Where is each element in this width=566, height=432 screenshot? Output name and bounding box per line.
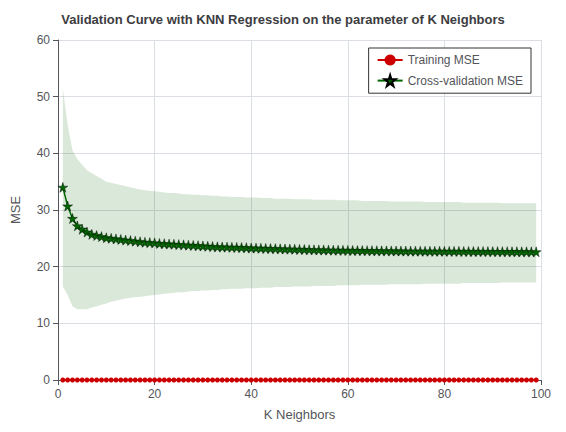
svg-text:30: 30 [37, 203, 51, 217]
svg-text:10: 10 [37, 316, 51, 330]
svg-text:20: 20 [37, 260, 51, 274]
svg-text:Training MSE: Training MSE [408, 53, 480, 67]
svg-text:50: 50 [37, 90, 51, 104]
svg-text:0: 0 [55, 387, 62, 401]
svg-text:60: 60 [341, 387, 355, 401]
svg-text:80: 80 [438, 387, 452, 401]
svg-text:K Neighbors: K Neighbors [264, 407, 336, 422]
svg-text:20: 20 [148, 387, 162, 401]
svg-text:60: 60 [37, 33, 51, 47]
svg-text:40: 40 [245, 387, 259, 401]
svg-text:40: 40 [37, 146, 51, 160]
svg-text:0: 0 [43, 373, 50, 387]
svg-text:Cross-validation MSE: Cross-validation MSE [408, 74, 523, 88]
svg-text:Validation Curve with KNN Regr: Validation Curve with KNN Regression on … [61, 12, 505, 27]
svg-text:MSE: MSE [8, 196, 23, 225]
svg-text:100: 100 [531, 387, 551, 401]
